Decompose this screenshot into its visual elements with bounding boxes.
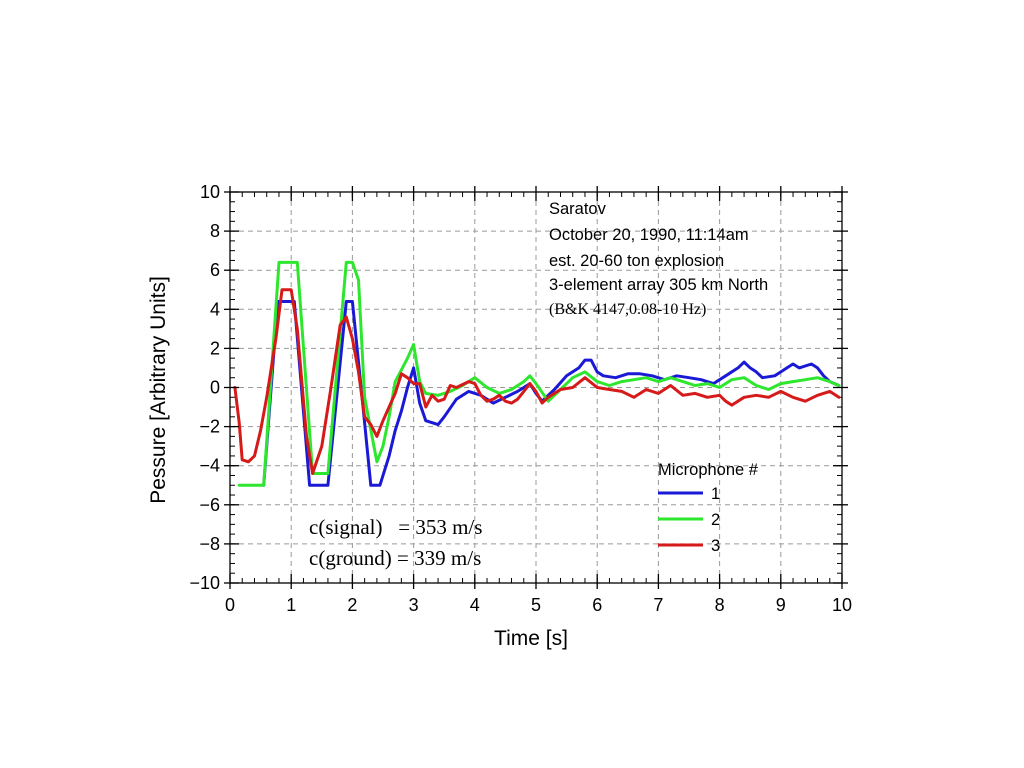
speed-line: c(signal) = 353 m/s [309, 515, 482, 539]
speed-annotation: c(signal) = 353 m/s c(ground) = 339 m/s [309, 515, 482, 570]
info-line: Saratov [549, 200, 607, 218]
legend-title: Microphone # [658, 461, 759, 479]
x-tick-label: 0 [225, 595, 235, 615]
legend: Microphone # 1 2 3 [658, 461, 759, 555]
info-line: October 20, 1990, 11:14am [549, 226, 749, 244]
y-tick-label: 10 [200, 182, 220, 202]
y-tick-label: −6 [199, 495, 220, 515]
series-line-3 [233, 288, 841, 475]
series-line-1 [262, 300, 841, 487]
legend-label: 3 [711, 537, 720, 555]
y-tick-label: 0 [210, 378, 220, 398]
tick-labels: 0 1 2 3 4 5 6 7 8 9 10 −10 −8 −6 −4 −2 0 2 4 6 8 10 [189, 182, 852, 615]
speed-line: c(ground) = 339 m/s [309, 546, 481, 570]
info-annotation: Saratov October 20, 1990, 11:14am est. 2… [549, 200, 768, 318]
y-tick-label: 6 [210, 260, 220, 280]
info-line: est. 20-60 ton explosion [549, 252, 724, 270]
x-tick-label: 2 [347, 595, 357, 615]
y-tick-label: −10 [189, 573, 220, 593]
y-tick-label: −8 [199, 534, 220, 554]
x-tick-label: 10 [832, 595, 852, 615]
x-tick-label: 9 [776, 595, 786, 615]
x-tick-label: 3 [409, 595, 419, 615]
x-tick-label: 4 [470, 595, 480, 615]
series-layer [233, 260, 841, 487]
y-tick-label: 8 [210, 221, 220, 241]
x-tick-label: 6 [592, 595, 602, 615]
legend-label: 2 [711, 511, 720, 529]
info-line: 3-element array 305 km North [549, 276, 768, 294]
y-tick-label: −2 [199, 417, 220, 437]
y-tick-label: 4 [210, 299, 220, 319]
major-ticks [224, 186, 848, 589]
y-axis-label: Pessure [Arbitrary Units] [147, 276, 170, 504]
x-axis-label: Time [s] [494, 627, 568, 650]
y-tick-label: −4 [199, 456, 220, 476]
y-tick-label: 2 [210, 338, 220, 358]
series-line-2 [237, 260, 841, 487]
legend-label: 1 [711, 485, 720, 503]
sensor-line: (B&K 4147,0.08-10 Hz) [549, 301, 706, 318]
x-tick-label: 1 [286, 595, 296, 615]
x-tick-label: 8 [715, 595, 725, 615]
x-tick-label: 5 [531, 595, 541, 615]
x-tick-label: 7 [653, 595, 663, 615]
